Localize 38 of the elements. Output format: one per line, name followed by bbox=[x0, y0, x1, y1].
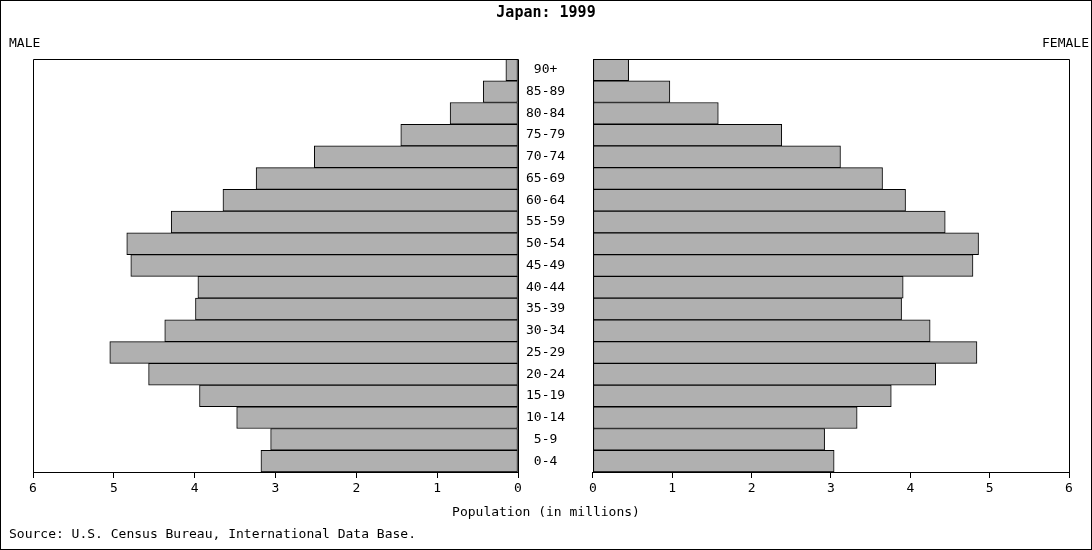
x-tick-label: 5 bbox=[109, 480, 118, 496]
y-tick-label: 25-29 bbox=[526, 343, 566, 359]
y-tick-label: 30-34 bbox=[526, 322, 566, 338]
x-tick-label: 2 bbox=[352, 480, 361, 496]
x-tick-label: 6 bbox=[1065, 480, 1073, 496]
x-tick-label: 3 bbox=[271, 480, 280, 496]
y-tick-label: 45-49 bbox=[526, 256, 566, 272]
x-tick-label: 1 bbox=[433, 480, 442, 496]
y-tick-label: 10-14 bbox=[526, 409, 566, 425]
x-tick-label: 0 bbox=[589, 480, 597, 496]
x-tick-label: 6 bbox=[29, 480, 37, 496]
y-tick-label: 35-39 bbox=[526, 300, 566, 316]
x-tick-label: 3 bbox=[827, 480, 835, 496]
y-tick-label: 70-74 bbox=[526, 148, 566, 164]
x-tick-label: 4 bbox=[906, 480, 915, 496]
y-tick-label: 80-84 bbox=[526, 104, 566, 120]
x-axis-title: Population (in millions) bbox=[451, 504, 641, 519]
y-tick-label: 60-64 bbox=[526, 191, 566, 207]
y-tick-label: 90+ bbox=[533, 61, 558, 77]
y-tick-label: 40-44 bbox=[526, 278, 566, 294]
y-tick-label: 15-19 bbox=[526, 387, 566, 403]
x-tick-label: 2 bbox=[747, 480, 756, 496]
y-tick-label: 65-69 bbox=[526, 169, 566, 185]
y-tick-label: 5-9 bbox=[533, 430, 558, 446]
y-tick-label: 20-24 bbox=[526, 365, 566, 381]
x-tick-label: 0 bbox=[514, 480, 522, 496]
x-tick-label: 4 bbox=[190, 480, 199, 496]
chart-subtitle: MALE bbox=[9, 35, 41, 50]
y-tick-label: 75-79 bbox=[526, 126, 566, 142]
y-tick-label: 0-4 bbox=[533, 452, 558, 468]
y-tick-label: 50-54 bbox=[526, 235, 566, 251]
source-note: Source: U.S. Census Bureau, International Data Base. bbox=[9, 526, 416, 541]
y-tick-label: 85-89 bbox=[526, 82, 566, 98]
x-tick-label: 5 bbox=[985, 480, 994, 496]
x-tick-label: 1 bbox=[668, 480, 677, 496]
y-tick-label: 55-59 bbox=[526, 213, 566, 229]
chart-title: Japan: 1999 bbox=[495, 3, 597, 21]
chart-subtitle: FEMALE bbox=[1042, 35, 1089, 50]
